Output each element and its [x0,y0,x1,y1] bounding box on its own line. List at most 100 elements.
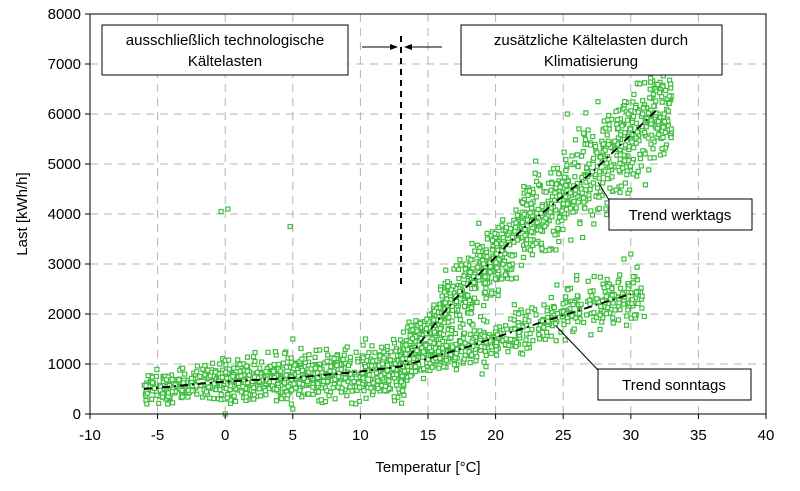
data-point [399,400,405,406]
trend-workday-callout: Trend werktags [597,181,753,231]
data-point [211,396,217,402]
data-point [244,368,250,374]
x-tick-label: 15 [420,427,437,444]
data-point [642,182,649,188]
data-point [259,359,265,365]
x-tick-label: 5 [289,427,297,444]
data-point [548,333,554,339]
data-point [160,394,166,400]
data-point [494,352,500,358]
data-point [648,121,654,127]
data-point [620,165,626,171]
data-point [288,359,294,365]
data-point [625,286,631,292]
data-point [543,189,549,195]
data-point [495,292,501,299]
data-point [645,110,652,116]
data-point [405,346,411,353]
data-point [565,287,571,293]
data-point [574,152,580,158]
data-point [473,358,479,364]
data-point [602,147,608,153]
data-point [440,345,446,351]
data-point [527,331,533,337]
data-point [149,396,155,402]
data-point [554,282,560,288]
data-point [338,389,344,395]
trend-sunday-callout: Trend sonntags [555,325,752,401]
data-point [189,383,195,389]
data-point [571,160,578,166]
data-point [597,274,604,280]
data-points [141,44,675,417]
data-point [655,81,661,88]
data-point [654,125,661,131]
data-point [524,217,531,223]
data-point [440,331,447,338]
data-point [244,354,250,360]
data-point [149,380,156,386]
data-point [635,109,641,115]
data-point [502,272,509,278]
data-point [628,108,634,114]
data-point [290,406,296,412]
data-point [615,317,622,323]
data-point [479,371,485,377]
data-point [554,165,561,171]
data-point [185,387,191,393]
data-point [270,368,277,374]
data-point [334,362,340,369]
data-point [616,300,622,306]
data-point [217,387,223,393]
data-point [424,316,430,322]
data-point [668,135,674,141]
data-point [600,315,606,321]
data-point [388,349,394,355]
data-point [589,212,596,218]
data-point [265,349,271,355]
data-point [149,374,155,380]
data-point [482,274,488,280]
data-point [522,316,528,322]
data-point [296,373,302,379]
data-point [618,132,624,138]
data-point [622,180,629,186]
data-point [552,190,558,196]
data-point [322,399,329,405]
data-point [521,184,527,190]
data-point [574,273,580,279]
data-point [525,308,531,314]
data-point [520,200,526,206]
data-point [251,396,257,402]
data-point [466,319,472,325]
data-point [598,303,604,310]
data-point [537,227,544,233]
data-point [180,365,186,371]
data-point [273,398,280,404]
left-arrow-head [390,44,398,50]
data-point [163,377,170,383]
data-point [304,378,310,384]
x-tick-label: 30 [622,427,639,444]
data-point [651,155,657,161]
data-point [436,341,442,347]
data-point [483,285,489,291]
data-point [542,336,549,342]
data-point [280,360,286,366]
data-point [144,401,150,407]
data-point [506,342,512,348]
data-point [666,93,672,99]
data-point [512,326,518,332]
data-point [457,339,463,345]
data-point [553,338,559,344]
data-point [588,208,594,214]
data-point [483,295,489,301]
data-point [262,388,268,394]
data-point [338,366,344,372]
data-point [489,238,496,244]
data-point [526,188,533,194]
data-point [185,394,191,400]
trend-workday-leader [597,181,610,201]
data-point [516,311,522,317]
data-point [441,320,447,326]
